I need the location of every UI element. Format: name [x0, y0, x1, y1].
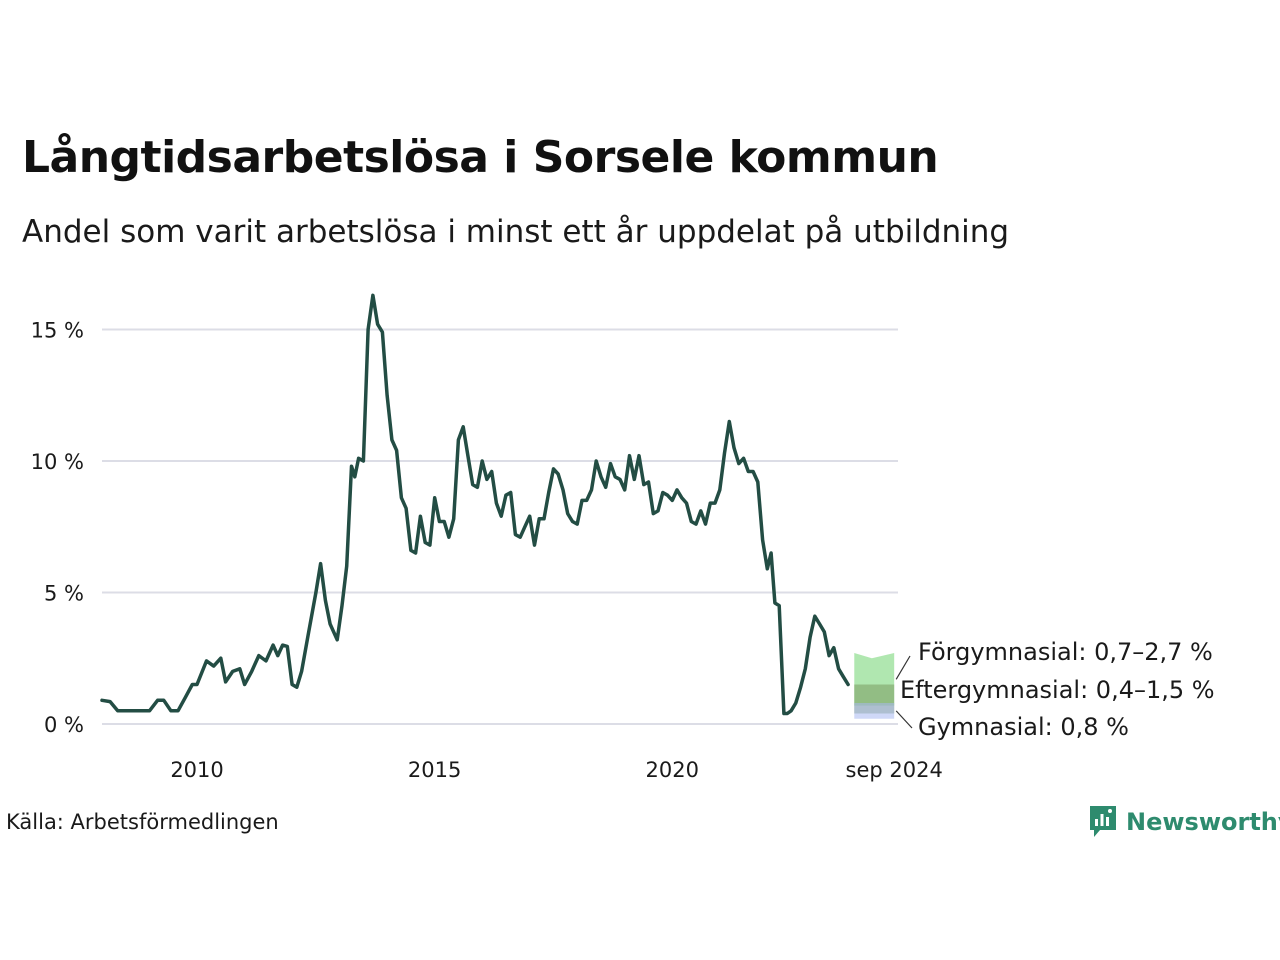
series-end-label: Gymnasial: 0,8 % — [918, 713, 1129, 741]
source-note: Källa: Arbetsförmedlingen — [6, 810, 279, 834]
y-tick-label: 10 % — [31, 450, 84, 474]
series-end-label: Förgymnasial: 0,7–2,7 % — [918, 638, 1213, 666]
y-tick-label: 5 % — [44, 581, 84, 605]
series-lines — [100, 293, 850, 716]
series-end-labels: Förgymnasial: 0,7–2,7 % Eftergymnasial: 0… — [895, 638, 1215, 741]
x-tick-label: 2020 — [646, 758, 699, 782]
chart-subtitle: Andel som varit arbetslösa i minst ett å… — [22, 214, 1010, 250]
x-axis-tick-labels: 2010 2015 2020 sep 2024 — [170, 758, 943, 782]
chart-title: Långtidsarbetslösa i Sorsele kommun — [22, 132, 939, 183]
uncertainty-bands — [854, 652, 895, 719]
newsworthy-logo-icon — [1090, 806, 1116, 837]
series-end-label: Eftergymnasial: 0,4–1,5 % — [900, 676, 1215, 704]
grid-lines — [102, 328, 898, 725]
x-tick-label: 2010 — [170, 758, 223, 782]
band-2 — [854, 702, 895, 719]
series-line-0 — [100, 293, 850, 716]
end-label-leader-2 — [895, 710, 913, 729]
y-axis-tick-labels: 0 % 5 % 10 % 15 % — [31, 318, 84, 737]
y-tick-label: 0 % — [44, 713, 84, 737]
brand-logo[interactable]: Newsworthy — [1088, 804, 1280, 840]
brand-name: Newsworthy — [1126, 808, 1280, 836]
end-label-leader-0 — [895, 655, 911, 680]
y-tick-label: 15 % — [31, 318, 84, 342]
x-tick-label: sep 2024 — [846, 758, 943, 782]
x-tick-label: 2015 — [408, 758, 461, 782]
